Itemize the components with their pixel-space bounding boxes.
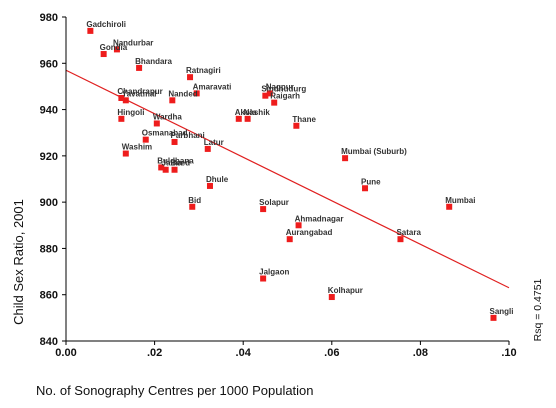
point-label: Osmanabad xyxy=(142,129,188,138)
point-label: Jalna xyxy=(162,159,183,168)
x-tick-label: .06 xyxy=(324,347,339,359)
axes-group xyxy=(65,17,509,342)
point-label: Wardha xyxy=(153,112,183,121)
point-label: Kolhapur xyxy=(328,286,363,295)
y-tick-label: 880 xyxy=(40,243,58,255)
data-point xyxy=(193,90,200,97)
data-point xyxy=(118,115,125,122)
data-point xyxy=(235,115,242,122)
data-point xyxy=(189,203,196,210)
x-tick-label: .08 xyxy=(413,347,428,359)
point-label: Ahmadnagar xyxy=(295,214,344,223)
data-point xyxy=(122,150,129,157)
data-point xyxy=(244,115,251,122)
point-label: Buldhana xyxy=(157,156,194,165)
fit-line-group xyxy=(65,69,510,289)
y-axis-title: Child Sex Ratio, 2001 xyxy=(11,199,26,325)
point-label: Solapur xyxy=(259,198,289,207)
data-point xyxy=(87,27,94,34)
point-label: Gadchiroli xyxy=(86,20,126,29)
point-label: Sindhudurg xyxy=(261,85,306,94)
point-label: Pune xyxy=(361,177,381,186)
data-point xyxy=(171,166,178,173)
points-group xyxy=(87,27,497,321)
x-ticks-group: 0.00 .02 .04 .06 .08 .10 xyxy=(55,341,517,359)
y-ticks-group: 840 860 880 900 920 940 960 980 xyxy=(40,12,66,348)
point-label: Parbhani xyxy=(171,131,205,140)
point-label: Nagpur xyxy=(266,82,294,91)
point-label: Akola xyxy=(235,108,257,117)
point-label: Mumbai xyxy=(445,196,475,205)
data-point xyxy=(446,203,453,210)
point-label: Mumbai (Suburb) xyxy=(341,147,407,156)
point-label: Amaravati xyxy=(193,82,232,91)
data-point xyxy=(158,164,165,171)
y-tick-label: 940 xyxy=(40,105,58,117)
point-label: Nashik xyxy=(244,108,271,117)
data-point xyxy=(262,92,269,99)
data-point xyxy=(260,275,267,282)
point-label: Ratnagiri xyxy=(186,66,221,75)
point-label: Raigarh xyxy=(270,92,300,101)
data-point xyxy=(286,236,293,243)
data-point xyxy=(295,222,302,229)
y-tick-label: 900 xyxy=(40,197,58,209)
x-tick-label: .04 xyxy=(236,347,252,359)
x-tick-label: 0.00 xyxy=(55,347,76,359)
y-tick-label: 840 xyxy=(40,336,58,348)
data-point xyxy=(169,97,176,104)
point-label: Satara xyxy=(396,228,421,237)
point-label: Nanded xyxy=(168,89,197,98)
data-point xyxy=(328,294,335,301)
data-point xyxy=(142,136,149,143)
x-tick-label: .02 xyxy=(147,347,162,359)
data-point xyxy=(162,166,169,173)
point-label: Washim xyxy=(122,143,152,152)
rsq-annotation: Rsq = 0.4751 xyxy=(532,278,544,341)
x-tick-label: .10 xyxy=(501,347,516,359)
data-point xyxy=(153,120,160,127)
data-point xyxy=(293,122,300,129)
point-label: Thane xyxy=(292,115,316,124)
x-axis-title: No. of Sonography Centres per 1000 Popul… xyxy=(36,383,314,398)
data-point xyxy=(171,138,178,145)
y-tick-label: 960 xyxy=(40,58,58,70)
point-label: Bid xyxy=(188,196,201,205)
y-tick-label: 920 xyxy=(40,151,58,163)
data-point xyxy=(136,64,143,71)
data-point xyxy=(100,51,107,58)
fit-line xyxy=(65,69,510,289)
data-point xyxy=(362,185,369,192)
point-label: Beed xyxy=(171,159,191,168)
point-label: Yavatmal xyxy=(122,89,157,98)
data-point xyxy=(271,99,278,106)
point-label: Aurangabad xyxy=(286,228,333,237)
point-label: Latur xyxy=(204,138,224,147)
y-tick-label: 860 xyxy=(40,290,58,302)
point-label: Hingoli xyxy=(117,108,144,117)
data-point xyxy=(187,74,194,81)
data-point xyxy=(118,95,125,101)
point-label: Dhule xyxy=(206,175,229,184)
data-point xyxy=(204,145,211,152)
point-label: Chandrapur xyxy=(117,87,162,96)
data-point xyxy=(342,155,349,162)
point-label: Nandurbar xyxy=(113,38,153,47)
data-point xyxy=(122,97,129,104)
data-point xyxy=(490,314,497,321)
data-point xyxy=(266,90,273,97)
data-point xyxy=(206,182,213,189)
data-point xyxy=(113,46,120,53)
y-tick-label: 980 xyxy=(40,12,58,24)
point-label: Sangli xyxy=(489,307,513,316)
point-label: Gondia xyxy=(100,43,128,52)
data-point xyxy=(397,236,404,243)
point-label: Bhandara xyxy=(135,57,172,66)
data-point xyxy=(260,206,267,213)
point-label: Jalgaon xyxy=(259,268,289,277)
